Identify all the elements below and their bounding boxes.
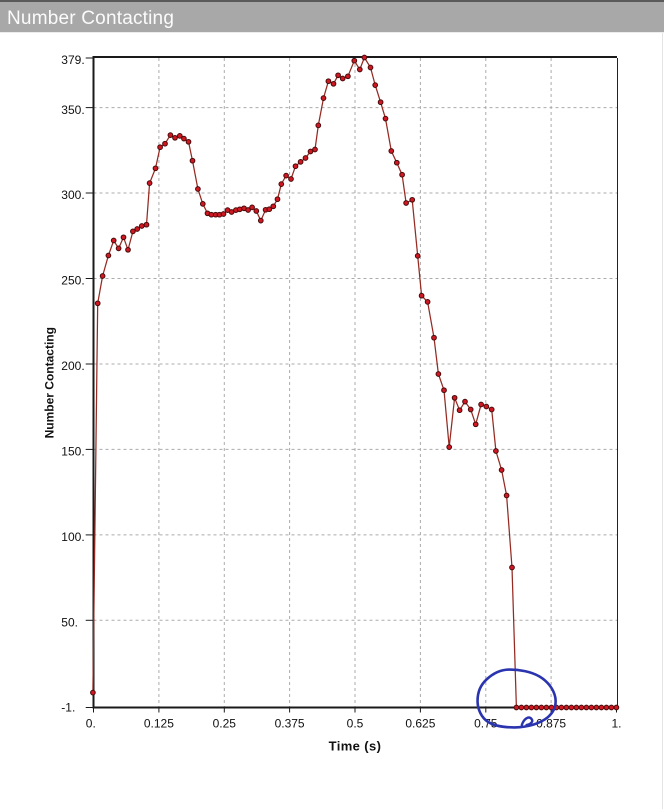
svg-text:300.: 300. xyxy=(61,188,84,202)
svg-text:-1.: -1. xyxy=(61,701,75,715)
svg-text:250.: 250. xyxy=(61,274,84,288)
svg-text:0.625: 0.625 xyxy=(405,717,435,731)
svg-text:100.: 100. xyxy=(61,530,84,544)
svg-text:0.125: 0.125 xyxy=(144,717,174,731)
svg-text:150.: 150. xyxy=(61,445,84,459)
svg-text:Number Contacting: Number Contacting xyxy=(43,327,57,438)
svg-text:0.875: 0.875 xyxy=(536,717,566,731)
svg-text:200.: 200. xyxy=(61,359,84,373)
svg-text:50.: 50. xyxy=(61,616,78,630)
svg-text:0.375: 0.375 xyxy=(275,717,305,731)
svg-text:0.25: 0.25 xyxy=(213,717,237,731)
svg-text:0.5: 0.5 xyxy=(347,717,364,731)
svg-text:0.: 0. xyxy=(86,717,96,731)
svg-text:Time (s): Time (s) xyxy=(329,739,382,754)
svg-text:379.: 379. xyxy=(61,53,84,67)
svg-text:350.: 350. xyxy=(61,103,84,117)
svg-text:0.75: 0.75 xyxy=(474,717,498,731)
svg-text:1.: 1. xyxy=(611,717,621,731)
